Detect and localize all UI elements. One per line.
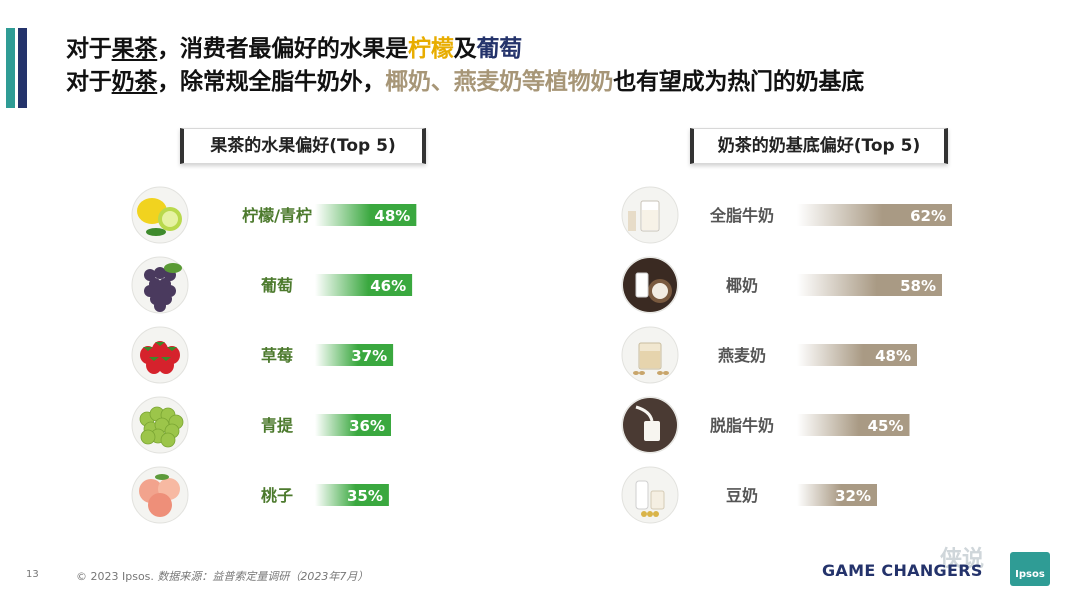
accent-bar-navy [18,28,27,108]
green-grape-icon [131,396,189,454]
page-number: 13 [26,569,39,580]
milk-value-label: 58% [900,277,936,295]
strawberry-icon [131,326,189,384]
fruit-bar [315,414,391,436]
fruit-value-label: 35% [347,487,383,505]
footer-source: © 2023 Ipsos. 数据来源：益普索定量调研（2023年7月） [76,570,369,583]
fruit-category-label: 桃子 [261,486,293,505]
highlight-lemon: 柠檬 [408,36,454,62]
milk-pour-icon [621,396,679,454]
fruit-bar [315,484,389,506]
headline-line-2: 对于奶茶，除常规全脂牛奶外，椰奶、燕麦奶等植物奶也有望成为热门的奶基底 [66,69,865,95]
fruit-category-label: 草莓 [261,346,293,365]
milk-bar [797,274,942,296]
fruit-chart-title: 果茶的水果偏好(Top 5) [180,128,426,164]
watermark: 侠说 [940,547,985,572]
brand-tagline: GAME CHANGERS [822,561,983,580]
fruit-value-label: 37% [351,347,387,365]
milk-glass-icon [621,186,679,244]
peach-icon [131,466,189,524]
fruit-bar [315,274,413,296]
accent-bar-teal [6,28,15,108]
fruit-bar [315,344,394,366]
keyword-milk-tea: 奶茶 [111,69,158,95]
keyword-fruit-tea: 果茶 [111,36,158,62]
headline: 对于果茶，消费者最偏好的水果是柠檬及葡萄 对于奶茶，除常规全脂牛奶外，椰奶、燕麦… [66,33,864,99]
lemon-icon [131,186,189,244]
ipsos-logo: Ipsos [1010,552,1050,586]
fruit-value-label: 36% [349,417,385,435]
grape-icon [131,256,189,314]
oat-milk-icon [621,326,679,384]
milk-chart-title: 奶茶的奶基底偏好(Top 5) [690,128,948,164]
coconut-icon [621,256,679,314]
headline-line-1: 对于果茶，消费者最偏好的水果是柠檬及葡萄 [66,36,523,62]
milk-category-label: 椰奶 [726,276,758,295]
milk-category-label: 全脂牛奶 [709,206,774,225]
soy-milk-icon [621,466,679,524]
highlight-plant-milk: 椰奶、燕麦奶等植物奶 [385,69,614,95]
fruit-value-label: 46% [370,277,406,295]
fruit-bar [315,204,417,226]
fruit-category-label: 葡萄 [260,276,293,295]
milk-category-label: 燕麦奶 [718,346,766,365]
milk-value-label: 48% [875,347,911,365]
milk-bar [797,484,877,506]
fruit-category-label: 柠檬/青柠 [242,206,312,225]
fruit-value-label: 48% [374,207,410,225]
milk-bar [797,414,910,436]
milk-category-label: 脱脂牛奶 [710,416,774,435]
highlight-grape: 葡萄 [476,36,523,62]
milk-value-label: 62% [910,207,946,225]
milk-category-label: 豆奶 [726,486,758,505]
fruit-category-label: 青提 [261,416,294,435]
milk-value-label: 45% [868,417,904,435]
milk-value-label: 32% [835,487,871,505]
milk-bar [797,344,917,366]
milk-bar [797,204,952,226]
